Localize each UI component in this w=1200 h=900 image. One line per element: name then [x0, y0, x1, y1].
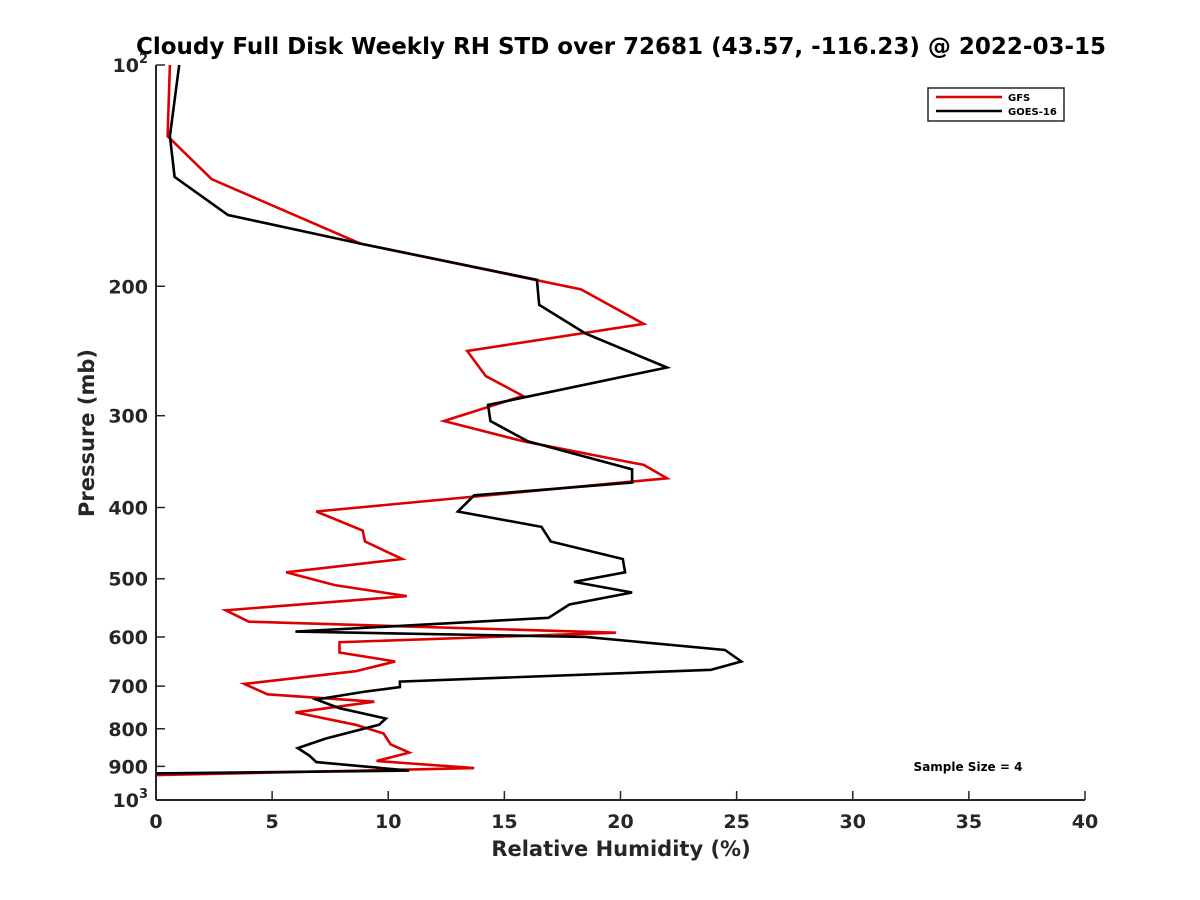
series-line-gfs: [155, 64, 672, 777]
plot-background: [156, 65, 1085, 800]
x-tick-label: 5: [266, 811, 279, 833]
x-ticks: 0 5 10 15 20 25 30 35 40: [149, 791, 1098, 833]
x-tick-label: 10: [375, 811, 401, 833]
x-tick-label: 15: [491, 811, 517, 833]
x-tick-label: 20: [607, 811, 633, 833]
y-axis-label: Pressure (mb): [75, 349, 99, 517]
x-tick-label: 25: [723, 811, 749, 833]
y-tick-label: 200: [108, 276, 148, 298]
y-tick-label: 700: [108, 676, 148, 698]
y-tick-label: 500: [108, 569, 148, 591]
plot-area: 0 5 10 15 20 25 30 35 40 10220030040050060070080…: [108, 52, 1098, 833]
sample-size-annotation: Sample Size = 4: [914, 760, 1023, 774]
x-tick-label: 30: [840, 811, 866, 833]
y-tick-label: 600: [108, 627, 148, 649]
legend-box: [927, 87, 1065, 122]
chart-title: Cloudy Full Disk Weekly RH STD over 7268…: [136, 34, 1106, 60]
x-axis-label: Relative Humidity (%): [491, 837, 750, 861]
x-tick-label: 35: [956, 811, 982, 833]
series-line-goes16: [155, 64, 745, 775]
legend-label-gfs: GFS: [1008, 93, 1030, 104]
y-tick-label: 800: [108, 719, 148, 741]
x-tick-label: 0: [149, 811, 162, 833]
legend: GFS GOES-16: [927, 87, 1065, 122]
x-tick-label: 40: [1072, 811, 1098, 833]
y-tick-label: 900: [108, 756, 148, 778]
series-layer: [155, 64, 745, 777]
legend-label-goes16: GOES-16: [1008, 107, 1057, 118]
y-tick-label: 400: [108, 498, 148, 520]
y-tick-label: 300: [108, 406, 148, 428]
